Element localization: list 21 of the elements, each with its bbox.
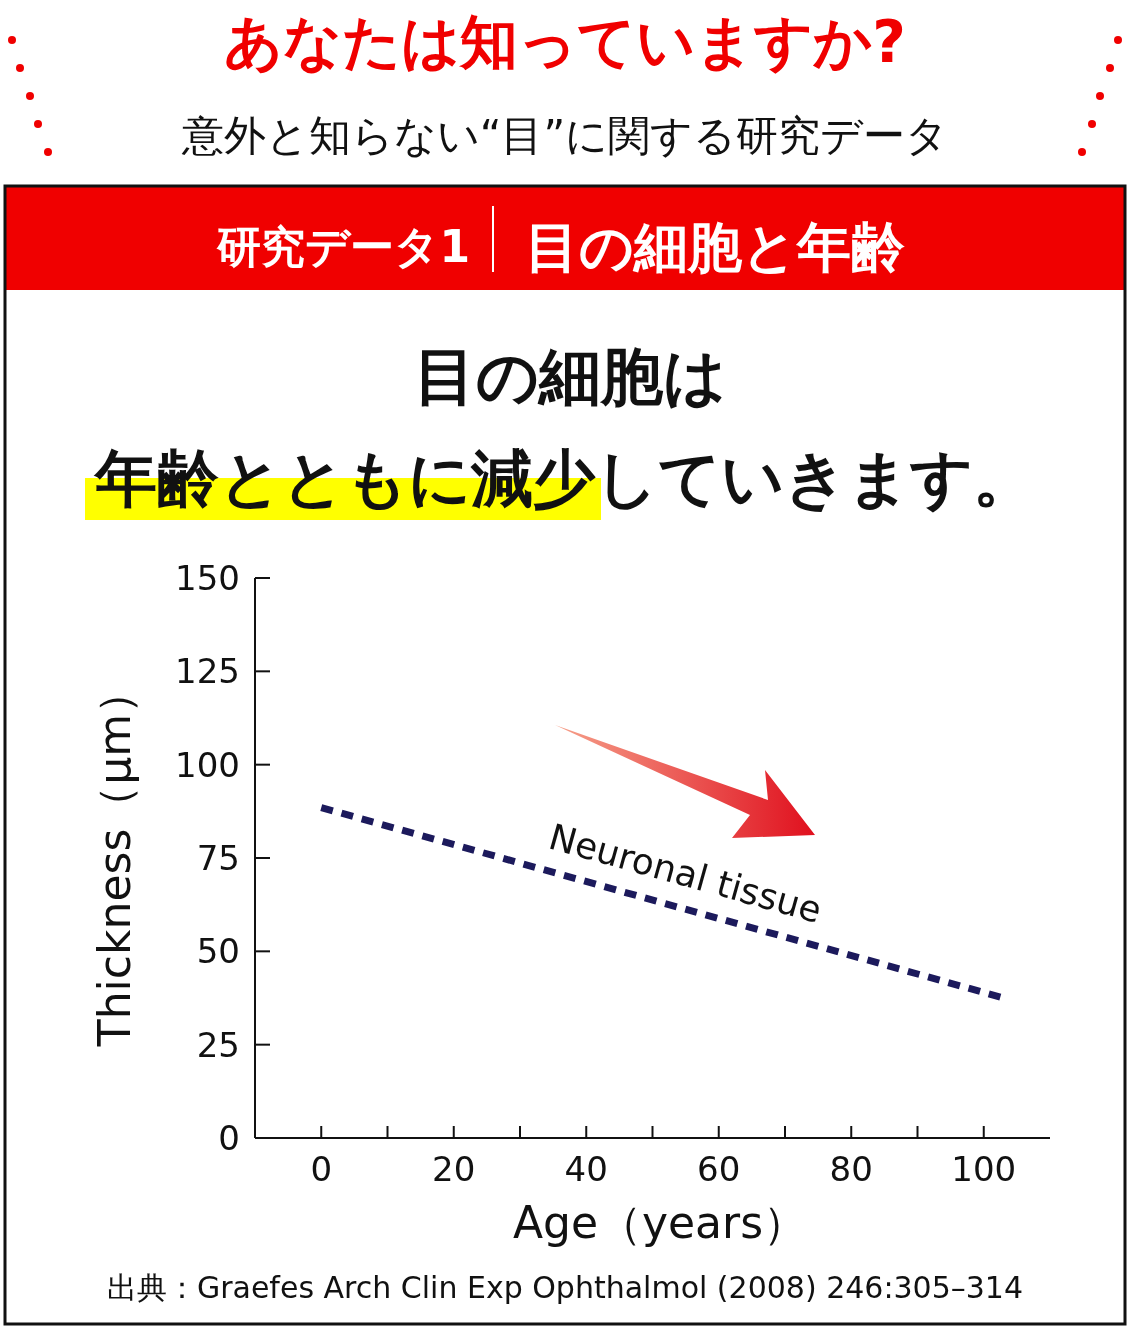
- x-axis-title: Age（years）: [512, 1197, 808, 1248]
- y-tick-label: 150: [175, 558, 240, 598]
- y-axis-title: Thickness（μm）: [89, 669, 140, 1048]
- text: 研究データ1: [216, 221, 470, 272]
- text: 目の細胞は: [414, 340, 726, 413]
- y-tick-label: 25: [196, 1024, 240, 1065]
- x-tick-label: 40: [564, 1149, 608, 1189]
- y-tick-label: 100: [175, 744, 240, 785]
- y-tick-label: 125: [175, 651, 240, 692]
- chart-subtitle: 意外と知らない“目”に関する研究データ: [180, 111, 949, 160]
- text: 目の細胞と年齢: [525, 216, 905, 279]
- x-tick-label: 80: [829, 1149, 873, 1189]
- y-tick-label: 75: [196, 838, 240, 878]
- y-tick-label: 50: [196, 931, 240, 972]
- x-tick-label: 20: [432, 1149, 476, 1189]
- source-note: 出典：Graefes Arch Clin Exp Ophthalmol (2008) 246:305–314: [106, 1270, 1024, 1305]
- chart-title: あなたは知っていますか?: [224, 8, 906, 76]
- x-tick-label: 100: [951, 1149, 1017, 1189]
- x-tick-label: 60: [697, 1149, 741, 1189]
- x-tick-label: 0: [310, 1149, 333, 1189]
- y-tick-label: 0: [218, 1118, 240, 1158]
